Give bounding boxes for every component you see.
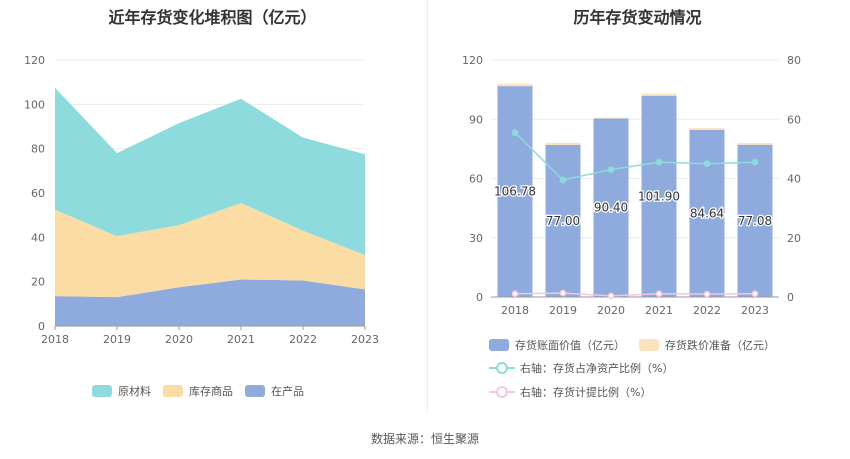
bar-impairment <box>641 93 677 96</box>
line-provision-point <box>751 290 759 298</box>
bar-impairment <box>593 117 629 119</box>
right-y2-tick-label: 80 <box>787 54 801 67</box>
bar-value-label: 101.90 <box>638 189 680 203</box>
legend-swatch-finished-goods <box>163 385 183 397</box>
legend-label-ratio: 右轴：存货占净资产比例（%） <box>520 362 674 375</box>
line-provision-point <box>703 290 711 298</box>
area-series-1 <box>55 202 365 298</box>
left-legend: 原材料 库存商品 在产品 <box>92 383 304 399</box>
bar-book-value <box>737 144 773 297</box>
left-y-tick-label: 40 <box>31 231 45 244</box>
line-ratio <box>514 132 756 181</box>
legend-label-impairment: 存货跌价准备（亿元） <box>665 339 775 352</box>
legend-label-raw-material: 原材料 <box>118 385 151 398</box>
right-chart-title: 历年存货变动情况 <box>573 8 702 27</box>
right-x-tick-label: 2021 <box>645 304 673 317</box>
left-y-tick-label: 120 <box>24 54 45 67</box>
right-y-tick-label: 30 <box>469 232 483 245</box>
line-ratio-point <box>751 158 759 166</box>
legend-label-book-value: 存货账面价值（亿元） <box>515 339 625 352</box>
right-legend-line-ratio[interactable]: 右轴：存货占净资产比例（%） <box>489 360 673 376</box>
line-ratio-point <box>511 129 519 136</box>
bar-value-label: 84.64 <box>690 206 724 220</box>
area-series-0 <box>55 279 365 326</box>
left-x-tick-label: 2023 <box>351 333 379 346</box>
legend-label-wip: 在产品 <box>271 385 304 398</box>
left-y-tick-label: 20 <box>31 276 45 289</box>
left-y-tick-label: 60 <box>31 187 45 200</box>
right-y-tick-label: 90 <box>469 113 483 126</box>
bar-impairment <box>497 83 533 87</box>
bar-value-label: 77.00 <box>546 214 580 228</box>
bar-value-label: 106.78 <box>494 185 536 199</box>
right-legend-bars: 存货账面价值（亿元） 存货跌价准备（亿元） <box>489 337 775 353</box>
panel-divider <box>427 0 428 412</box>
left-chart-title: 近年存货变化堆积图（亿元） <box>108 8 317 27</box>
right-x-tick-label: 2023 <box>741 304 769 317</box>
legend-swatch-raw-material <box>92 385 112 397</box>
left-y-tick-label: 100 <box>24 98 45 111</box>
right-y2-tick-label: 0 <box>787 291 794 304</box>
bar-book-value <box>497 86 533 297</box>
bar-book-value <box>593 118 629 298</box>
line-provision <box>514 292 756 297</box>
right-x-tick-label: 2022 <box>693 304 721 317</box>
left-y-tick-label: 0 <box>38 320 45 333</box>
area-series-2 <box>55 87 365 256</box>
bar-book-value <box>545 144 581 297</box>
bar-impairment <box>737 142 773 145</box>
legend-label-finished-goods: 库存商品 <box>189 385 233 398</box>
right-x-tick-label: 2020 <box>597 304 625 317</box>
line-ratio-point <box>703 160 711 168</box>
right-y-tick-label: 120 <box>462 54 483 67</box>
line-provision-point <box>511 290 519 298</box>
left-x-tick-label: 2018 <box>41 333 69 346</box>
line-provision-point <box>607 292 615 300</box>
legend-label-provision: 右轴：存货计提比例（%） <box>520 386 652 399</box>
right-y2-tick-label: 40 <box>787 173 801 186</box>
right-x-tick-label: 2018 <box>501 304 529 317</box>
right-x-tick-label: 2019 <box>549 304 577 317</box>
left-x-tick-label: 2020 <box>165 333 193 346</box>
bar-book-value <box>641 95 677 297</box>
line-ratio-point <box>559 176 567 184</box>
left-x-tick-label: 2022 <box>289 333 317 346</box>
bar-impairment <box>689 128 725 130</box>
data-source: 数据来源：恒生聚源 <box>370 432 479 446</box>
legend-item-finished-goods[interactable]: 库存商品 <box>163 383 233 399</box>
legend-line-provision-icon <box>489 386 515 398</box>
legend-swatch-book-value <box>489 339 509 351</box>
right-y2-tick-label: 60 <box>787 113 801 126</box>
right-y-tick-label: 0 <box>476 291 483 304</box>
line-ratio-point <box>607 166 615 173</box>
right-legend-line-provision[interactable]: 右轴：存货计提比例（%） <box>489 384 651 400</box>
legend-line-ratio-icon <box>489 362 515 374</box>
legend-item-book-value[interactable]: 存货账面价值（亿元） <box>489 337 625 353</box>
legend-swatch-impairment <box>639 339 659 351</box>
bar-value-label: 90.40 <box>594 201 628 215</box>
bar-book-value <box>689 129 725 297</box>
left-x-tick-label: 2021 <box>227 333 255 346</box>
line-ratio-point <box>655 158 663 166</box>
line-provision-point <box>655 290 663 298</box>
left-x-tick-label: 2019 <box>103 333 131 346</box>
legend-item-raw-material[interactable]: 原材料 <box>92 383 151 399</box>
right-y-tick-label: 60 <box>469 173 483 186</box>
bar-value-label: 77.08 <box>738 214 772 228</box>
legend-swatch-wip <box>245 385 265 397</box>
right-y2-tick-label: 20 <box>787 232 801 245</box>
legend-item-impairment[interactable]: 存货跌价准备（亿元） <box>639 337 775 353</box>
line-provision-point <box>559 289 567 297</box>
bar-impairment <box>545 142 581 145</box>
legend-item-wip[interactable]: 在产品 <box>245 383 304 399</box>
left-y-tick-label: 80 <box>31 143 45 156</box>
